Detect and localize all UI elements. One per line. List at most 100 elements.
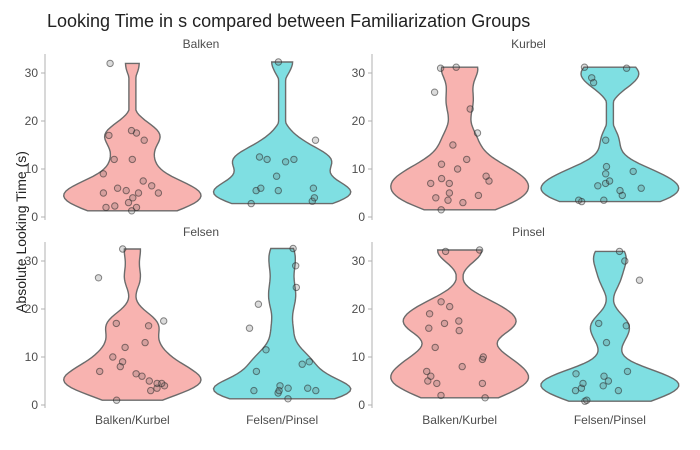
data-point	[602, 170, 610, 178]
y-tick-label: 0	[31, 398, 38, 412]
data-point	[154, 189, 163, 197]
y-tick-label: 30	[352, 254, 366, 268]
data-point	[99, 189, 108, 197]
y-tick-label: 0	[358, 398, 365, 412]
data-point	[453, 165, 462, 173]
data-point	[102, 203, 110, 212]
data-point	[119, 245, 127, 253]
data-point	[310, 194, 319, 202]
data-point	[425, 324, 433, 332]
data-point	[281, 158, 290, 166]
panel-felsen: Felsen 0 10 20 30 Balken/Kurbel Felsen/Pinsel	[25, 225, 352, 427]
data-point	[96, 367, 104, 376]
data-point	[312, 386, 320, 395]
data-point	[482, 172, 490, 180]
data-point	[449, 141, 457, 149]
data-point	[311, 136, 320, 144]
violin-balken-felsen-pinsel	[212, 61, 352, 205]
data-point	[575, 196, 583, 204]
y-tick-label: 20	[352, 302, 366, 316]
data-point	[250, 386, 258, 395]
data-point	[437, 160, 446, 168]
chart-title: Looking Time in s compared between Famil…	[47, 11, 530, 31]
data-point	[430, 88, 439, 96]
data-point	[629, 167, 637, 176]
data-point	[622, 322, 630, 330]
data-point	[437, 174, 446, 183]
data-point	[112, 396, 121, 404]
y-tick-label: 30	[352, 66, 366, 80]
data-point	[466, 105, 474, 113]
facet-label-balken: Balken	[183, 37, 220, 51]
y-tick-label: 30	[25, 254, 39, 268]
data-point	[427, 179, 435, 188]
data-point	[444, 196, 452, 204]
data-point	[602, 338, 611, 347]
data-point	[481, 394, 489, 402]
data-point	[440, 319, 449, 328]
facet-label-kurbel: Kurbel	[511, 37, 546, 51]
y-tick-label: 20	[25, 114, 39, 128]
data-point	[602, 162, 611, 171]
data-point	[145, 377, 154, 385]
x-tick-label-felsen-pinsel: Felsen/Pinsel	[574, 413, 646, 427]
data-point	[423, 367, 431, 376]
y-tick-label: 30	[25, 66, 39, 80]
data-point	[289, 244, 297, 253]
data-point	[132, 203, 141, 212]
y-axis-title: Absolute Looking Time (s)	[13, 151, 29, 313]
y-tick-label: 20	[25, 302, 39, 316]
data-point	[604, 377, 613, 385]
data-point	[274, 186, 282, 195]
facet-label-pinsel: Pinsel	[512, 225, 545, 239]
data-point	[290, 155, 298, 164]
data-point	[431, 343, 439, 352]
data-point	[94, 274, 103, 282]
data-point	[446, 302, 454, 311]
data-point	[147, 386, 155, 395]
violin-balken-balken-kurbel	[62, 62, 202, 212]
data-point	[579, 379, 587, 388]
data-point	[160, 317, 168, 325]
data-point	[455, 317, 463, 325]
y-tick-label: 10	[352, 162, 366, 176]
data-point	[436, 64, 445, 72]
y-tick-label: 0	[358, 210, 365, 224]
data-point	[254, 300, 263, 308]
data-point	[459, 198, 467, 207]
y-tick-label: 10	[25, 350, 39, 364]
data-point	[112, 319, 121, 328]
data-point	[272, 172, 281, 180]
data-point	[274, 58, 283, 66]
y-tick-label: 0	[31, 210, 38, 224]
data-point	[121, 343, 129, 352]
data-point	[153, 379, 161, 388]
panel-balken: Balken 0 10 20 30	[25, 37, 352, 224]
data-point	[595, 319, 603, 328]
data-point	[594, 182, 602, 190]
data-point	[292, 262, 300, 270]
data-point	[128, 155, 137, 164]
data-point	[599, 382, 607, 390]
data-point	[479, 353, 487, 361]
data-point	[583, 396, 591, 404]
data-point	[245, 324, 254, 332]
y-tick-label: 10	[25, 162, 39, 176]
data-point	[580, 63, 589, 71]
data-point	[292, 283, 300, 292]
data-point	[588, 74, 596, 82]
data-point	[257, 184, 265, 192]
data-point	[255, 153, 264, 161]
violin-pinsel-felsen-pinsel	[540, 250, 680, 402]
data-point	[134, 189, 143, 197]
data-point	[601, 179, 610, 188]
data-point	[284, 384, 292, 392]
data-point	[437, 391, 445, 400]
data-point	[276, 382, 284, 390]
data-point	[262, 346, 270, 354]
data-point	[616, 186, 624, 195]
facet-label-felsen: Felsen	[183, 225, 219, 239]
violin-kurbel-felsen-pinsel	[540, 66, 680, 203]
panel-kurbel: Kurbel 0 10 20 30	[352, 37, 680, 224]
data-point	[605, 177, 614, 185]
